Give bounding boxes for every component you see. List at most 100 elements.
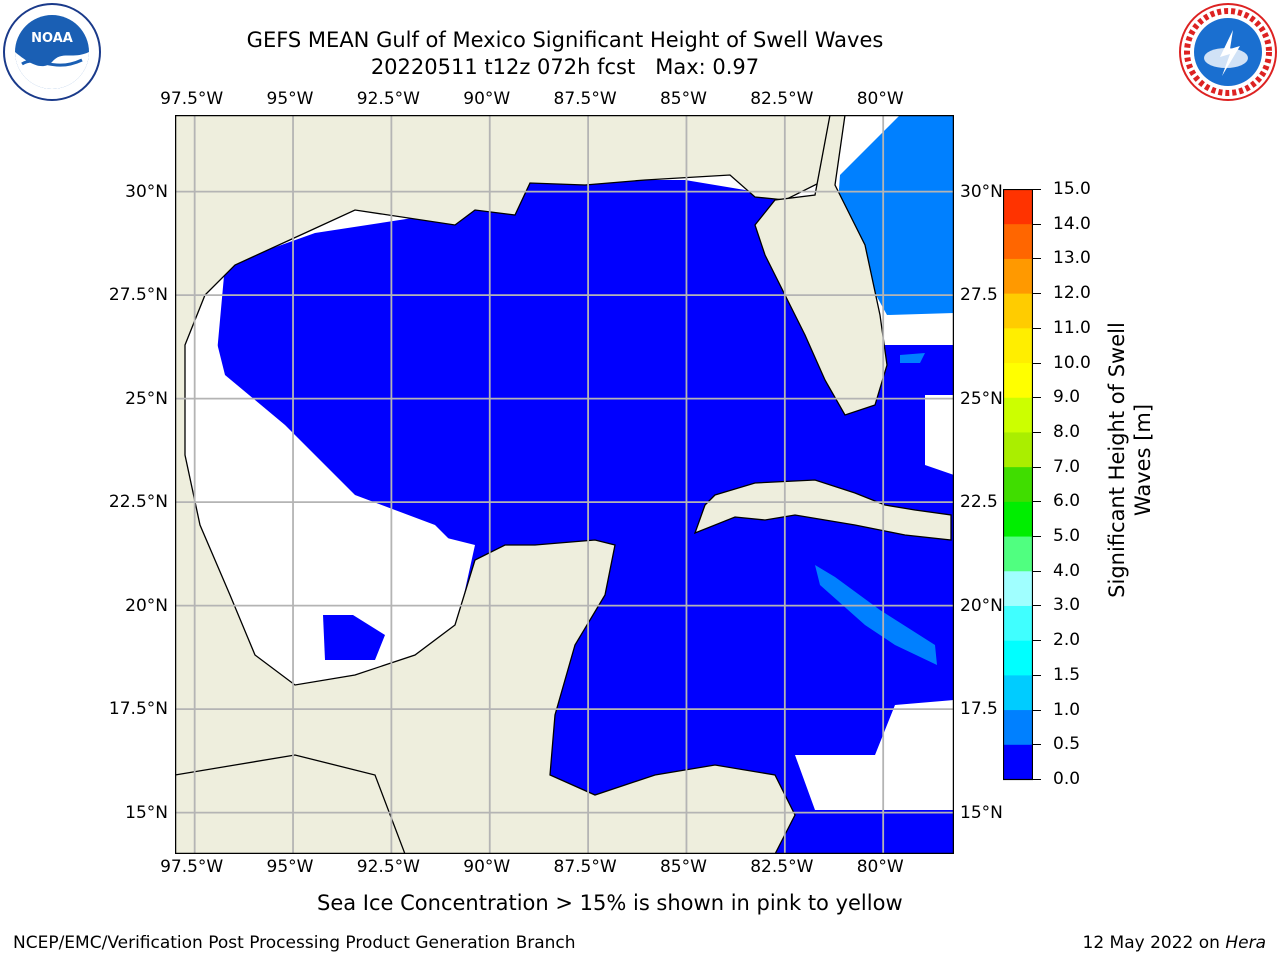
colorbar-swatches [1003,189,1033,780]
lon-tick-label-bottom: 95°W [266,857,314,877]
footer-date-text: 12 May 2022 on [1082,933,1226,953]
colorbar-tick-mark [1033,258,1041,260]
lon-tick-label-top: 97.5°W [160,89,224,109]
colorbar-tick-label: 6.0 [1053,491,1081,512]
colorbar-tick-mark [1033,293,1041,295]
bahamas-swell-patch [900,353,925,363]
noaa-logo-text: NOAA [31,31,73,46]
lat-tick-label-left: 22.5°N [108,492,168,513]
colorbar-swatch [1003,674,1033,711]
colorbar-tick-mark [1033,223,1041,225]
lon-tick-label-bottom: 97.5°W [160,857,224,877]
colorbar-tick-mark [1033,709,1041,711]
lon-tick-label-top: 92.5°W [356,89,420,109]
atlantic-no-data [925,395,954,475]
nws-logo [1179,3,1277,101]
colorbar-swatch [1003,189,1033,225]
cuba-island [693,479,952,541]
colorbar-tick-label: 9.0 [1053,387,1081,408]
colorbar-tick-label: 13.0 [1053,248,1091,269]
colorbar-tick-mark [1033,431,1041,433]
colorbar-title-line2: Waves [m] [1131,403,1155,517]
colorbar-tick-label: 10.0 [1053,352,1091,373]
lat-tick-label-left: 15°N [125,802,168,823]
colorbar-tick-mark [1033,779,1041,780]
lat-tick-label-right: 30°N [960,181,1003,202]
colorbar-swatch [1003,536,1033,572]
colorbar-tick-label: 4.0 [1053,560,1081,581]
map-frame [175,115,954,854]
colorbar-tick-mark [1033,362,1041,364]
colorbar-tick-mark [1033,327,1041,329]
lat-tick-label-right: 20°N [960,595,1003,616]
colorbar-swatch [1003,431,1033,468]
colorbar-swatch [1003,293,1033,329]
colorbar-border [1003,189,1033,781]
colorbar-tick-mark [1033,744,1041,746]
colorbar-swatch [1003,570,1033,606]
colorbar-tick-mark [1033,570,1041,572]
lat-tick-label-left: 30°N [125,181,168,202]
colorbar-tick-label: 11.0 [1053,317,1091,338]
caribbean-south-no-data [795,700,954,810]
colorbar-tick-label: 12.0 [1053,283,1091,304]
colorbar-swatch [1003,223,1033,259]
colorbar [1003,189,1033,781]
colorbar-tick-mark [1033,466,1041,468]
lon-tick-label-bottom: 80°W [856,857,904,877]
lon-tick-label-top: 90°W [463,89,511,109]
colorbar-tick-label: 8.0 [1053,421,1081,442]
footer-date: 12 May 2022 on Hera [1083,933,1267,953]
ocean-wave-field [215,180,954,854]
colorbar-swatch [1003,397,1033,433]
colorbar-tick-label: 0.0 [1053,769,1081,789]
colorbar-swatch [1003,605,1033,641]
lat-tick-label-left: 20°N [125,595,168,616]
colorbar-tick-label: 5.0 [1053,526,1081,547]
colorbar-swatch [1003,258,1033,294]
lon-tick-label-bottom: 85°W [659,857,707,877]
colorbar-title: Significant Height of Swell Waves [m] [1104,300,1156,620]
colorbar-title-line1: Significant Height of Swell [1105,322,1129,598]
lat-tick-label-right: 27.5 [960,285,998,306]
map-border [175,115,954,854]
lat-tick-label-right: 25°N [960,388,1003,409]
colorbar-tick-mark [1033,501,1041,503]
colorbar-swatch [1003,709,1033,745]
colorbar-tick-label: 7.0 [1053,456,1081,477]
campeche-wave-patch [323,615,385,660]
lon-tick-label-bottom: 90°W [463,857,511,877]
colorbar-swatch [1003,744,1033,780]
noaa-logo: NOAA [3,3,101,101]
colorbar-tick-label: 14.0 [1053,213,1091,234]
colorbar-tick-mark [1033,640,1041,642]
florida-peninsula [754,115,888,416]
lon-tick-label-top: 87.5°W [553,89,617,109]
lon-tick-label-bottom: 92.5°W [356,857,420,877]
caribbean-swell-patch [815,565,937,665]
colorbar-tick-mark [1033,189,1041,190]
lon-tick-label-bottom: 87.5°W [553,857,617,877]
sea-ice-note: Sea Ice Concentration > 15% is shown in … [317,891,903,915]
footer-host: Hera [1225,933,1266,953]
colorbar-tick-label: 3.0 [1053,595,1081,616]
colorbar-tick-mark [1033,605,1041,607]
colorbar-tick-mark [1033,674,1041,676]
lat-tick-label-left: 27.5°N [108,285,168,306]
lon-tick-label-top: 85°W [659,89,707,109]
lat-tick-label-left: 25°N [125,388,168,409]
lat-tick-label-right: 17.5 [960,699,998,720]
colorbar-swatch [1003,327,1033,364]
colorbar-tick-mark [1033,397,1041,399]
colorbar-tick-label: 0.5 [1053,734,1081,755]
footer-credit: NCEP/EMC/Verification Post Processing Pr… [13,933,576,953]
map-fill-layer [175,115,954,854]
chart-title: GEFS MEAN Gulf of Mexico Significant Hei… [246,28,884,52]
colorbar-tick-label: 1.0 [1053,699,1081,720]
map-graticule [175,115,954,854]
lon-tick-label-top: 95°W [266,89,314,109]
western-gulf-no-data [185,295,465,685]
lat-tick-label-right: 15°N [960,802,1003,823]
colorbar-swatch [1003,501,1033,537]
lat-tick-label-left: 17.5°N [108,699,168,720]
